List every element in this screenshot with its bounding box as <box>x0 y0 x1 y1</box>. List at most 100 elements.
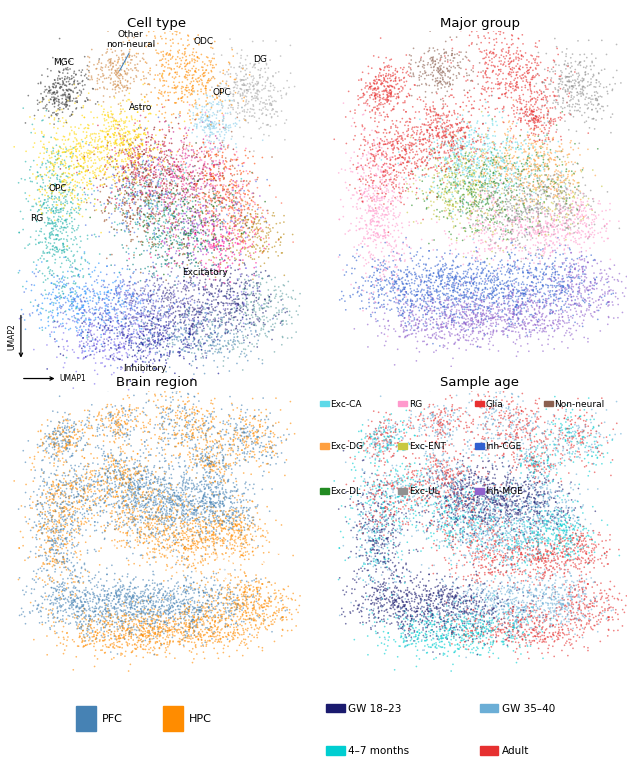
Point <box>566 276 576 288</box>
Point <box>232 293 243 305</box>
Point <box>78 576 88 588</box>
Point <box>461 634 472 647</box>
Point <box>54 210 64 223</box>
Point <box>193 601 203 614</box>
Point <box>101 324 111 337</box>
Point <box>60 221 70 234</box>
Point <box>234 293 244 305</box>
Point <box>212 515 223 527</box>
Point <box>40 451 50 463</box>
Point <box>231 546 241 558</box>
Point <box>180 629 190 641</box>
Point <box>145 546 155 558</box>
Point <box>95 344 105 356</box>
Point <box>109 327 120 340</box>
Point <box>154 559 164 572</box>
Point <box>143 591 154 604</box>
Point <box>511 133 521 145</box>
Point <box>236 248 246 261</box>
Point <box>255 69 265 81</box>
Point <box>463 530 474 542</box>
Point <box>322 276 332 288</box>
Point <box>572 512 582 524</box>
Point <box>370 530 380 542</box>
Point <box>435 515 445 528</box>
Point <box>451 515 461 528</box>
Point <box>445 622 455 635</box>
Point <box>554 540 564 552</box>
Point <box>131 486 141 498</box>
Point <box>509 618 519 630</box>
Point <box>226 501 236 513</box>
Point <box>529 508 539 521</box>
Point <box>243 85 253 98</box>
Point <box>441 278 451 291</box>
Point <box>536 207 547 219</box>
Point <box>538 609 548 622</box>
Point <box>520 288 531 301</box>
Point <box>58 433 68 446</box>
Point <box>102 605 112 618</box>
Point <box>126 632 136 644</box>
Point <box>474 600 484 612</box>
Point <box>483 310 493 323</box>
Point <box>501 518 511 530</box>
Point <box>497 315 507 327</box>
Point <box>458 234 468 247</box>
Point <box>170 529 180 541</box>
Point <box>440 205 450 218</box>
Point <box>161 186 172 198</box>
Point <box>382 89 392 102</box>
Point <box>125 590 135 603</box>
Point <box>329 475 339 487</box>
Point <box>218 515 228 528</box>
Point <box>387 303 397 316</box>
Point <box>387 70 397 82</box>
Point <box>141 488 151 501</box>
Point <box>117 349 127 362</box>
Point <box>47 243 58 255</box>
Point <box>401 91 412 103</box>
Point <box>381 617 392 629</box>
Point <box>367 280 377 292</box>
Point <box>237 594 248 606</box>
Point <box>345 451 355 464</box>
Point <box>526 164 536 177</box>
Point <box>510 319 520 331</box>
Point <box>247 575 257 587</box>
Point <box>67 512 77 524</box>
Point <box>445 507 455 519</box>
Point <box>74 64 84 77</box>
Point <box>158 529 168 541</box>
Point <box>388 426 399 439</box>
Point <box>237 193 247 205</box>
Point <box>113 408 124 420</box>
Point <box>589 229 600 241</box>
Point <box>444 105 454 118</box>
Point <box>506 285 516 298</box>
Point <box>553 557 563 569</box>
Point <box>575 310 585 323</box>
Point <box>130 349 140 362</box>
Point <box>197 114 207 127</box>
Point <box>153 141 163 153</box>
Point <box>224 288 234 301</box>
Point <box>237 224 247 237</box>
Point <box>236 209 246 222</box>
Point <box>539 180 549 193</box>
Point <box>271 535 282 547</box>
Point <box>182 495 193 508</box>
Point <box>481 421 492 433</box>
Point <box>362 80 372 92</box>
Point <box>161 406 171 419</box>
Point <box>114 405 124 417</box>
Point <box>348 159 358 171</box>
Point <box>504 480 515 492</box>
Point <box>376 498 387 511</box>
Point <box>141 535 152 547</box>
Point <box>166 62 177 75</box>
Point <box>408 137 418 150</box>
Point <box>150 223 161 235</box>
Point <box>385 602 396 615</box>
Point <box>150 323 160 335</box>
